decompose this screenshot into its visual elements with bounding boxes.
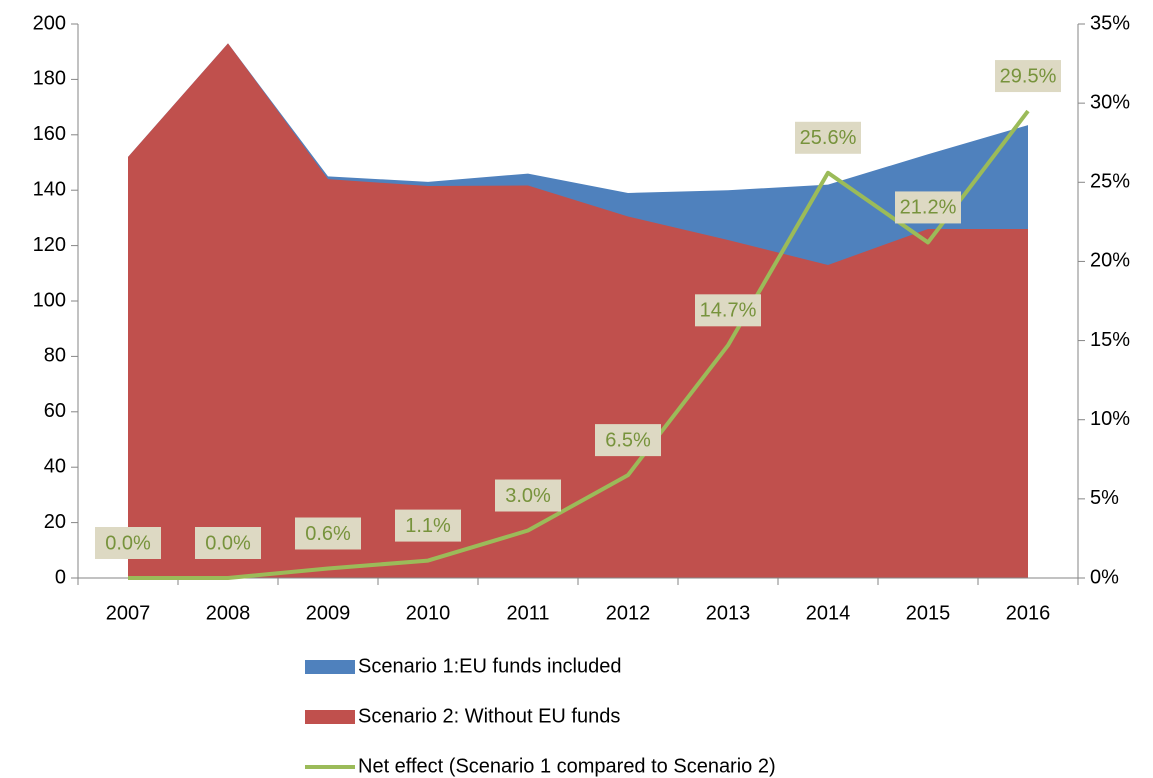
data-label: 3.0% [505,485,551,507]
line [128,109,1030,580]
y-tick-label: 100 [33,289,66,311]
legend-swatch [305,660,355,674]
data-label-box [595,424,661,457]
x-tick-label: 2008 [206,602,251,624]
y2-tick-label: 25% [1090,171,1130,193]
x-tick-label: 2010 [406,602,451,624]
x-tick-label: 2015 [906,602,951,624]
y-tick-label: 120 [33,234,66,256]
data-label-box [795,121,861,154]
x-tick-label: 2009 [306,602,351,624]
y-tick-label: 60 [44,400,66,422]
legend-label: Scenario 1:EU funds included [358,655,622,677]
x-tick-label: 2014 [806,602,851,624]
y2-tick-label: 10% [1090,408,1130,430]
x-tick-label: 2011 [506,602,549,624]
data-label-box [895,191,961,224]
y-tick-label: 40 [44,455,66,477]
data-label-box [295,517,361,550]
data-label: 0.6% [305,523,351,545]
y-tick-label: 0 [55,566,66,588]
data-label: 14.7% [700,300,757,322]
data-label: 21.2% [900,197,957,219]
y2-tick-label: 5% [1090,487,1119,509]
x-tick-label: 2007 [106,602,151,624]
data-label-box [695,294,761,327]
data-label-box [95,527,161,559]
y2-tick-label: 0% [1090,566,1119,588]
data-label: 6.5% [605,429,651,451]
y-tick-label: 140 [33,178,66,200]
data-label: 1.1% [405,515,451,537]
y-tick-label: 180 [33,68,66,90]
x-tick-label: 2016 [1006,602,1051,624]
y-tick-label: 20 [44,511,66,533]
data-label-box [395,509,461,542]
y2-tick-label: 35% [1090,12,1130,34]
y2-tick-label: 30% [1090,91,1130,113]
y2-tick-label: 20% [1090,250,1130,272]
data-label-box [195,527,261,559]
y-tick-label: 160 [33,123,66,145]
legend-label: Scenario 2: Without EU funds [358,705,620,727]
area [128,43,1028,578]
data-label: 0.0% [105,532,151,554]
data-label: 29.5% [1000,65,1057,87]
x-tick-label: 2012 [606,602,651,624]
y2-tick-label: 15% [1090,329,1130,351]
data-label: 0.0% [205,532,251,554]
legend-swatch [305,710,355,724]
y-tick-label: 80 [44,345,66,367]
data-label: 25.6% [800,127,857,149]
data-label-box [495,479,561,512]
y-tick-label: 200 [33,12,66,34]
data-label-box [995,60,1061,93]
legend-label: Net effect (Scenario 1 compared to Scena… [358,755,776,777]
x-tick-label: 2013 [706,602,751,624]
